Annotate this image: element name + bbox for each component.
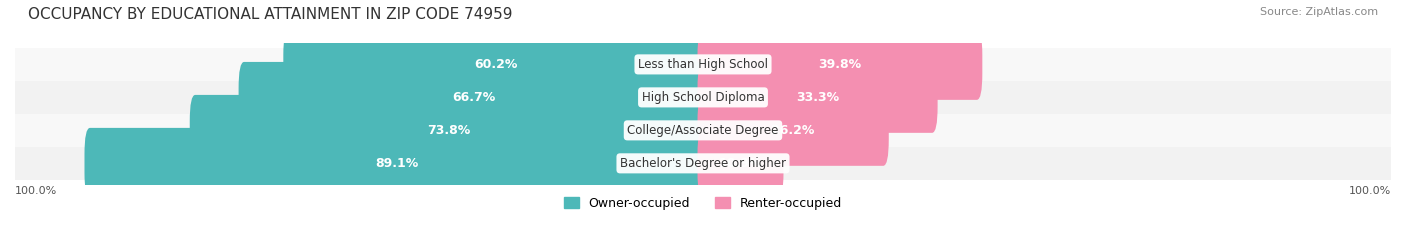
Text: 89.1%: 89.1% xyxy=(375,157,418,170)
Text: College/Associate Degree: College/Associate Degree xyxy=(627,124,779,137)
Bar xyxy=(15,147,1391,180)
FancyBboxPatch shape xyxy=(190,95,709,166)
Bar xyxy=(15,48,1391,81)
Text: Source: ZipAtlas.com: Source: ZipAtlas.com xyxy=(1260,7,1378,17)
Text: 33.3%: 33.3% xyxy=(796,91,839,104)
Text: High School Diploma: High School Diploma xyxy=(641,91,765,104)
Text: 26.2%: 26.2% xyxy=(772,124,815,137)
Text: 100.0%: 100.0% xyxy=(1348,186,1391,196)
FancyBboxPatch shape xyxy=(239,62,709,133)
Text: OCCUPANCY BY EDUCATIONAL ATTAINMENT IN ZIP CODE 74959: OCCUPANCY BY EDUCATIONAL ATTAINMENT IN Z… xyxy=(28,7,513,22)
Text: 10.9%: 10.9% xyxy=(718,157,762,170)
Bar xyxy=(15,114,1391,147)
Text: 60.2%: 60.2% xyxy=(474,58,517,71)
Text: 73.8%: 73.8% xyxy=(427,124,471,137)
Text: 39.8%: 39.8% xyxy=(818,58,862,71)
Text: Less than High School: Less than High School xyxy=(638,58,768,71)
FancyBboxPatch shape xyxy=(697,95,889,166)
Bar xyxy=(15,81,1391,114)
FancyBboxPatch shape xyxy=(284,29,709,100)
Text: 66.7%: 66.7% xyxy=(451,91,495,104)
FancyBboxPatch shape xyxy=(697,128,783,199)
FancyBboxPatch shape xyxy=(84,128,709,199)
Text: Bachelor's Degree or higher: Bachelor's Degree or higher xyxy=(620,157,786,170)
Text: 100.0%: 100.0% xyxy=(15,186,58,196)
Legend: Owner-occupied, Renter-occupied: Owner-occupied, Renter-occupied xyxy=(564,197,842,210)
FancyBboxPatch shape xyxy=(697,62,938,133)
FancyBboxPatch shape xyxy=(697,29,983,100)
